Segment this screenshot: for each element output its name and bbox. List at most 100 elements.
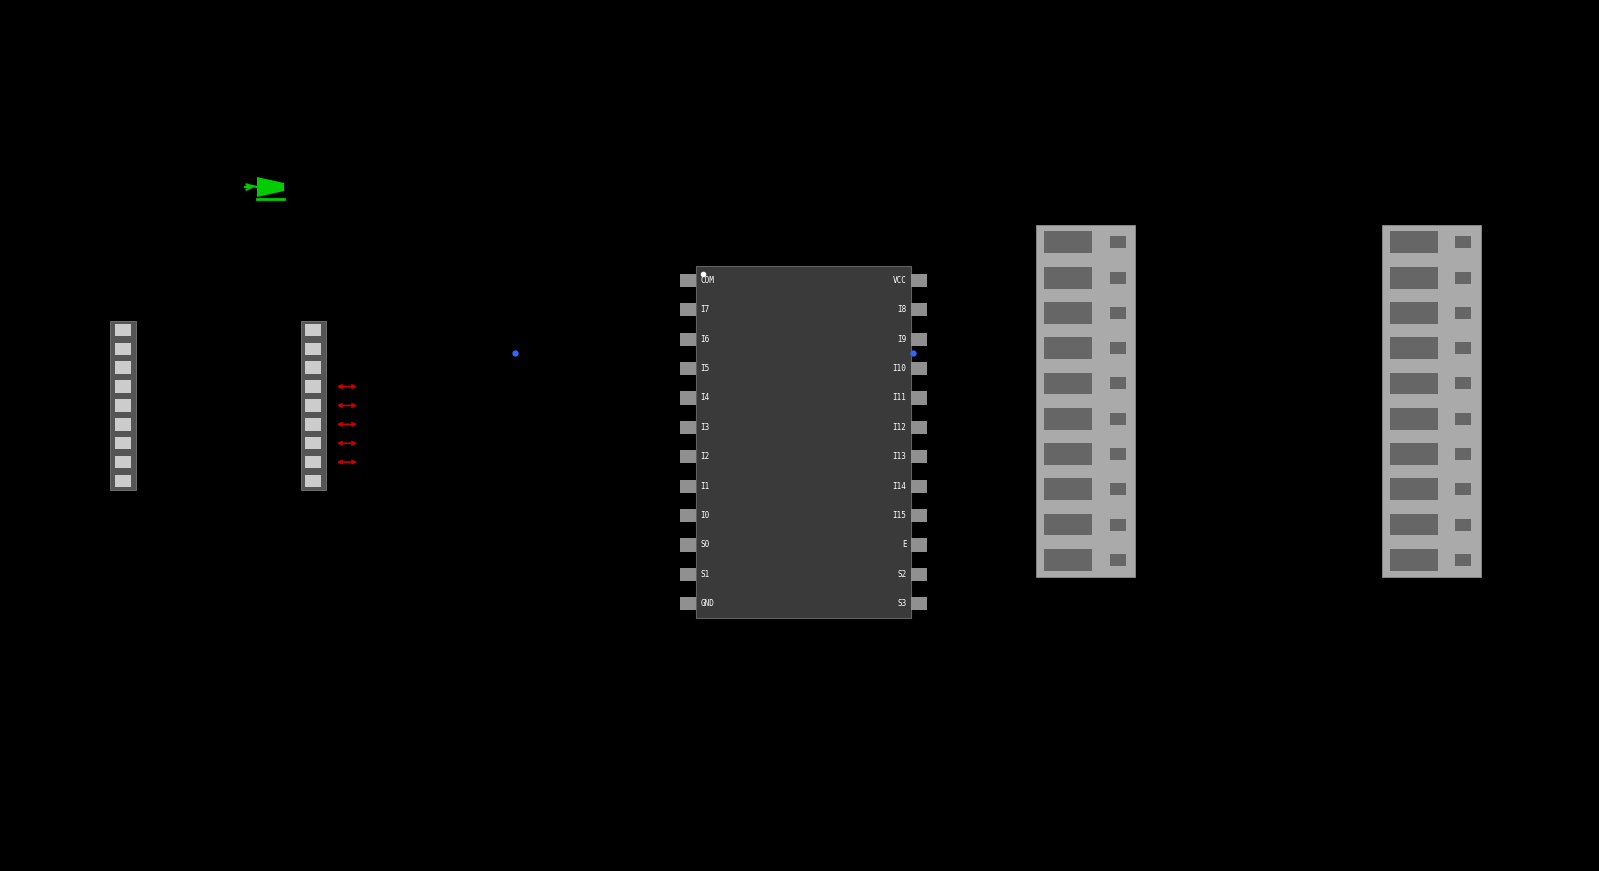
Bar [680, 538, 696, 551]
Bar [1110, 307, 1126, 319]
Bar [1390, 337, 1438, 359]
Bar [305, 381, 321, 393]
Bar [305, 399, 321, 412]
Bar [911, 362, 927, 375]
Bar [680, 450, 696, 463]
Bar [1044, 373, 1092, 395]
Bar [1044, 337, 1092, 359]
Text: I6: I6 [700, 334, 710, 344]
Text: I9: I9 [897, 334, 907, 344]
Bar [115, 475, 131, 487]
Bar [911, 450, 927, 463]
Bar [911, 333, 927, 346]
Bar [911, 421, 927, 434]
Bar [1390, 514, 1438, 536]
Bar [115, 456, 131, 469]
Bar [305, 342, 321, 355]
Text: I11: I11 [892, 394, 907, 402]
Bar [911, 391, 927, 404]
Text: I8: I8 [897, 305, 907, 314]
Text: I13: I13 [892, 452, 907, 462]
Bar [911, 568, 927, 581]
Bar [911, 538, 927, 551]
Bar [1044, 267, 1092, 288]
Bar [1455, 236, 1471, 248]
Bar [1455, 518, 1471, 530]
Text: E: E [902, 540, 907, 550]
Bar [1382, 225, 1481, 577]
Text: I7: I7 [700, 305, 710, 314]
Bar [305, 437, 321, 449]
Bar [1110, 342, 1126, 354]
Bar [680, 391, 696, 404]
Text: S0: S0 [700, 540, 710, 550]
Bar [911, 303, 927, 316]
Bar [680, 568, 696, 581]
Bar [1390, 373, 1438, 395]
Bar [1110, 236, 1126, 248]
Bar [1455, 448, 1471, 460]
Bar [305, 475, 321, 487]
Bar [1455, 483, 1471, 496]
Bar [1110, 272, 1126, 284]
Text: COM: COM [700, 276, 715, 285]
Bar [1044, 549, 1092, 571]
Bar [115, 324, 131, 336]
Bar [680, 303, 696, 316]
Text: I12: I12 [892, 422, 907, 432]
Bar [115, 381, 131, 393]
Bar [1036, 225, 1135, 577]
Text: I4: I4 [700, 394, 710, 402]
Bar [115, 399, 131, 412]
Bar [1455, 377, 1471, 389]
Bar [115, 418, 131, 430]
Bar [680, 333, 696, 346]
Bar [1390, 267, 1438, 288]
Bar [305, 361, 321, 374]
Bar [115, 361, 131, 374]
Bar [911, 273, 927, 287]
Text: S2: S2 [897, 570, 907, 579]
Text: S1: S1 [700, 570, 710, 579]
Bar [1110, 483, 1126, 496]
Bar [1044, 408, 1092, 429]
Text: I15: I15 [892, 511, 907, 520]
Bar [1390, 549, 1438, 571]
Bar [1455, 307, 1471, 319]
Bar [1390, 478, 1438, 500]
Bar [680, 362, 696, 375]
Bar [1390, 408, 1438, 429]
Bar [911, 509, 927, 522]
Bar [1455, 413, 1471, 425]
Bar [115, 342, 131, 355]
Bar [680, 509, 696, 522]
Text: GND: GND [700, 599, 715, 608]
Bar [1044, 443, 1092, 465]
Bar [1455, 272, 1471, 284]
Bar [1390, 302, 1438, 324]
Bar [1110, 413, 1126, 425]
Bar [115, 437, 131, 449]
Bar [680, 421, 696, 434]
Bar [305, 324, 321, 336]
Bar [680, 273, 696, 287]
Bar [680, 480, 696, 493]
Bar [1044, 232, 1092, 253]
Bar [696, 266, 911, 618]
Bar [1110, 377, 1126, 389]
Bar [1044, 478, 1092, 500]
Bar [911, 598, 927, 611]
Bar [1455, 554, 1471, 566]
Text: I1: I1 [700, 482, 710, 490]
Bar [1110, 554, 1126, 566]
Bar [1110, 448, 1126, 460]
Bar [1044, 514, 1092, 536]
Bar [680, 598, 696, 611]
Text: I0: I0 [700, 511, 710, 520]
Text: S3: S3 [897, 599, 907, 608]
Bar [1390, 443, 1438, 465]
Text: I2: I2 [700, 452, 710, 462]
Bar [1044, 302, 1092, 324]
Text: I14: I14 [892, 482, 907, 490]
Bar [1110, 518, 1126, 530]
